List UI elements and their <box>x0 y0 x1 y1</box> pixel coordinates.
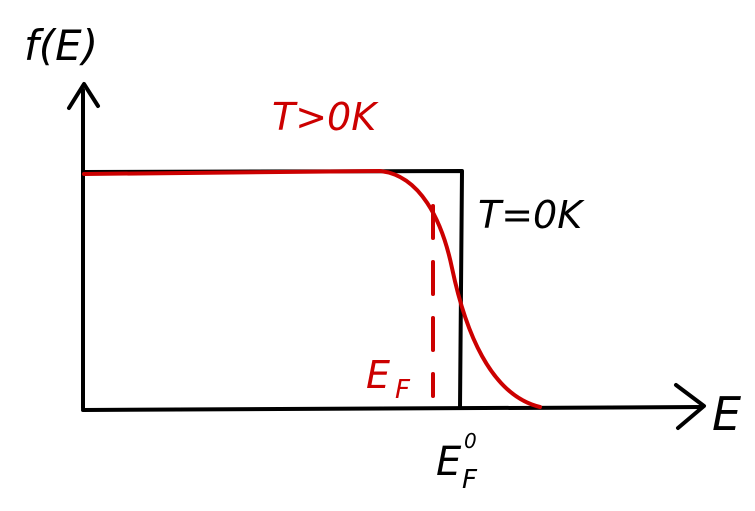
finite-temperature-label: T>0K <box>272 95 379 139</box>
fermi-level-zero-label: E <box>436 439 462 485</box>
zero-temperature-label: T=0K <box>478 193 585 237</box>
zero-temperature-step-curve <box>82 169 464 410</box>
fermi-level-label: E <box>366 353 390 397</box>
y-axis-arrowhead <box>67 82 100 110</box>
fermi-level-zero-subscript: F <box>462 465 478 495</box>
x-axis-line <box>81 405 704 412</box>
x-axis-label: E <box>712 387 741 441</box>
x-axis-arrowhead <box>674 383 706 430</box>
finite-temperature-curve <box>82 169 542 409</box>
fermi-level-zero-superscript: 0 <box>464 429 477 453</box>
y-axis-label: f(E) <box>24 21 98 70</box>
fermi-level-subscript: F <box>395 375 411 405</box>
